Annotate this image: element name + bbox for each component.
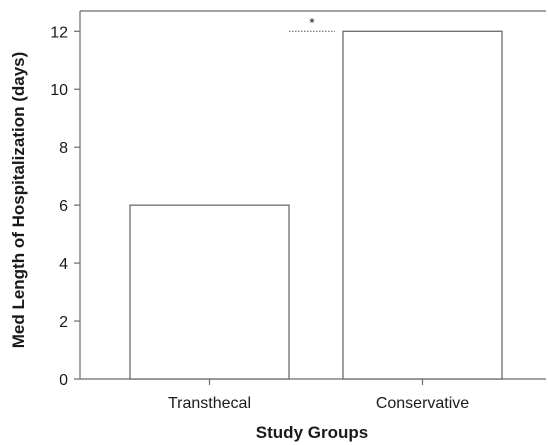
y-tick-label: 12 [50, 24, 68, 41]
bar [129, 204, 290, 380]
bar [342, 30, 503, 380]
significance-annotation: * [289, 14, 335, 32]
y-tick-label: 4 [59, 256, 68, 273]
x-tick-label: Transthecal [168, 395, 251, 412]
y-tick-label: 0 [59, 372, 68, 389]
x-axis-title: Study Groups [256, 423, 368, 442]
y-tick-label: 6 [59, 198, 68, 215]
y-tick-label: 8 [59, 140, 68, 157]
x-axis-ticks: Transthecal Conservative [168, 379, 469, 412]
y-axis-ticks: 0 2 4 6 8 10 12 [50, 24, 80, 389]
significance-asterisk: * [309, 14, 315, 30]
y-tick-label: 10 [50, 82, 68, 99]
bars [129, 30, 503, 380]
y-axis-title: Med Length of Hospitalization (days) [9, 52, 28, 349]
x-tick-label: Conservative [376, 395, 469, 412]
y-tick-label: 2 [59, 314, 68, 331]
